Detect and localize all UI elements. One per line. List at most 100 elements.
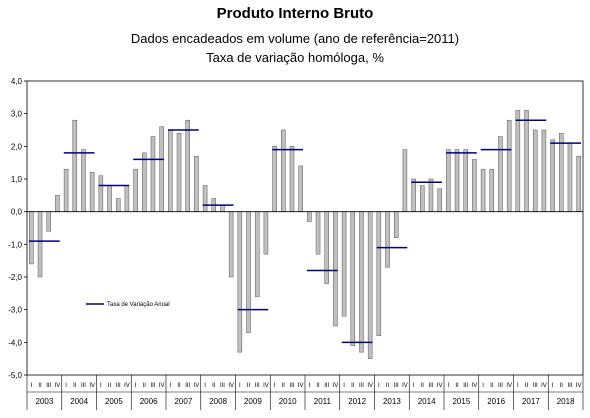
- bar: [333, 211, 338, 327]
- bar: [228, 211, 234, 278]
- bar: [324, 211, 329, 284]
- quarter-label: I: [204, 383, 206, 389]
- quarter-label: III: [220, 383, 225, 389]
- year-label: 2012: [348, 397, 366, 406]
- y-tick-label: 0,0: [11, 208, 23, 217]
- bar: [393, 211, 399, 239]
- quarter-label: I: [343, 383, 345, 389]
- quarter-label: I: [31, 383, 33, 389]
- bar: [81, 149, 86, 212]
- bar: [159, 126, 164, 212]
- quarter-label: II: [177, 383, 181, 389]
- quarter-label: I: [239, 383, 241, 389]
- y-tick-label: -5,0: [8, 371, 22, 380]
- quarter-label: III: [394, 383, 399, 389]
- quarter-label: II: [525, 383, 529, 389]
- bar: [532, 129, 538, 212]
- bar: [446, 149, 451, 212]
- chart-title: Produto Interno Bruto: [216, 5, 374, 22]
- bar: [420, 185, 425, 212]
- chart-subtitle-2: Taxa de variação homóloga, %: [206, 50, 384, 65]
- bar: [107, 185, 112, 212]
- bar: [350, 211, 356, 346]
- quarter-label: IV: [298, 383, 304, 389]
- bar: [454, 149, 460, 212]
- year-label: 2017: [522, 397, 540, 406]
- quarter-label: III: [46, 383, 51, 389]
- bar: [46, 211, 51, 232]
- bar: [576, 155, 581, 212]
- quarter-label: IV: [437, 383, 443, 389]
- quarter-label: II: [351, 383, 355, 389]
- y-tick-label: 2,0: [11, 142, 23, 151]
- bar: [124, 185, 130, 212]
- year-label: 2008: [209, 397, 227, 406]
- quarter-label: IV: [263, 383, 269, 389]
- bar: [376, 211, 382, 337]
- bar: [480, 168, 486, 212]
- quarter-label: IV: [576, 383, 582, 389]
- bar: [315, 211, 321, 255]
- y-tick-label: -3,0: [8, 306, 22, 315]
- bar: [263, 211, 269, 255]
- quarter-label: III: [567, 383, 572, 389]
- bar: [472, 159, 477, 212]
- quarter-label: II: [560, 383, 564, 389]
- quarter-label: IV: [367, 383, 373, 389]
- year-label: 2015: [452, 397, 470, 406]
- quarter-label: II: [108, 383, 112, 389]
- year-label: 2018: [557, 397, 575, 406]
- quarter-label: IV: [55, 383, 61, 389]
- quarter-label: I: [309, 383, 311, 389]
- y-tick-label: 4,0: [11, 77, 23, 86]
- year-label: 2011: [314, 397, 332, 406]
- year-label: 2006: [140, 397, 158, 406]
- bar: [55, 195, 60, 212]
- year-label: 2014: [418, 397, 436, 406]
- bar: [515, 110, 521, 212]
- bar: [524, 110, 529, 212]
- quarter-label: I: [517, 383, 519, 389]
- quarter-label: I: [274, 383, 276, 389]
- bar: [237, 211, 243, 353]
- year-label: 2016: [487, 397, 505, 406]
- quarter-label: II: [490, 383, 494, 389]
- quarter-label: I: [100, 383, 102, 389]
- quarter-label: IV: [89, 383, 95, 389]
- bar: [185, 119, 190, 212]
- bar: [194, 155, 199, 212]
- quarter-label: II: [282, 383, 286, 389]
- year-label: 2004: [70, 397, 88, 406]
- quarter-label: IV: [402, 383, 408, 389]
- quarter-label: III: [289, 383, 294, 389]
- bar: [437, 188, 442, 212]
- quarter-label: III: [116, 383, 121, 389]
- legend-label: Taxa de Variação Anual: [107, 302, 170, 308]
- quarter-label: I: [170, 383, 172, 389]
- bar: [176, 133, 182, 212]
- bar: [559, 133, 564, 212]
- plot-frame: [26, 80, 584, 376]
- quarter-label: II: [421, 383, 425, 389]
- quarter-label: IV: [124, 383, 130, 389]
- year-label: 2003: [35, 397, 53, 406]
- quarter-label: III: [463, 383, 468, 389]
- bar: [385, 211, 390, 268]
- bar: [289, 146, 295, 212]
- quarter-label: III: [81, 383, 86, 389]
- quarter-label: II: [143, 383, 147, 389]
- quarter-label: I: [65, 383, 67, 389]
- bar: [498, 136, 503, 212]
- quarter-label: IV: [194, 383, 200, 389]
- bar: [115, 198, 121, 212]
- quarter-label: I: [135, 383, 137, 389]
- bar: [298, 165, 303, 212]
- bar: [359, 211, 364, 353]
- bar: [133, 168, 138, 212]
- bar: [550, 139, 555, 212]
- quarter-label: IV: [506, 383, 512, 389]
- legend: Taxa de Variação Anual: [86, 302, 170, 308]
- year-label: 2009: [244, 397, 262, 406]
- quarter-label: III: [498, 383, 503, 389]
- quarter-label: II: [212, 383, 216, 389]
